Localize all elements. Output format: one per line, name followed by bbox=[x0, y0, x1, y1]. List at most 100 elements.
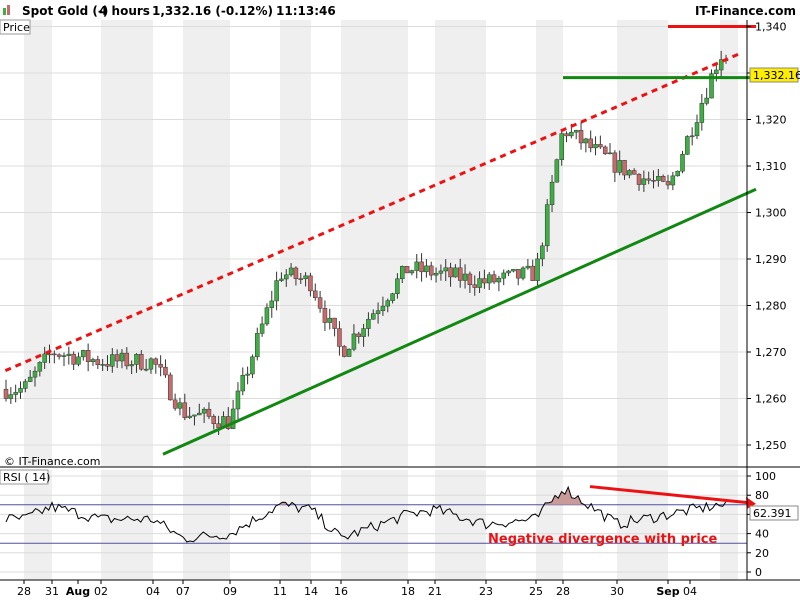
candle-body bbox=[462, 273, 468, 281]
candle-body bbox=[206, 408, 212, 417]
rsi-band bbox=[536, 470, 563, 580]
candle-body bbox=[656, 176, 661, 181]
candle-body bbox=[158, 364, 163, 368]
candle-body bbox=[631, 170, 637, 175]
last-rsi-text: 62.391 bbox=[753, 507, 792, 520]
candle-body bbox=[506, 270, 511, 274]
candle-body bbox=[559, 133, 564, 160]
candle-body bbox=[646, 178, 651, 181]
candle-body bbox=[404, 266, 410, 274]
candle-body bbox=[438, 270, 444, 274]
candle-body bbox=[119, 352, 125, 362]
candle-body bbox=[42, 353, 47, 363]
candle-body bbox=[197, 412, 202, 416]
price-tick-label: 1,310 bbox=[755, 160, 787, 173]
x-tick-label: 16 bbox=[334, 585, 348, 598]
candle-body bbox=[588, 138, 593, 149]
price-band bbox=[280, 20, 311, 467]
candle-body bbox=[598, 144, 603, 148]
price-tick-label: 1,270 bbox=[755, 346, 787, 359]
candle-body bbox=[370, 313, 376, 320]
candle-body bbox=[269, 300, 275, 308]
candle-body bbox=[134, 354, 139, 365]
candle-body bbox=[245, 373, 250, 376]
candle-body bbox=[346, 348, 352, 357]
candle-body bbox=[303, 275, 308, 280]
candle-body bbox=[264, 307, 270, 325]
candle-body bbox=[409, 270, 415, 274]
price-tick-label: 1,320 bbox=[755, 114, 787, 127]
candle-body bbox=[293, 267, 299, 279]
candle-body bbox=[554, 159, 560, 183]
candle-body bbox=[85, 350, 91, 363]
timeframe: 4 hours bbox=[99, 4, 150, 18]
candle-body bbox=[95, 359, 101, 365]
candle-body bbox=[143, 368, 149, 371]
candle-body bbox=[390, 293, 395, 301]
rsi-band bbox=[183, 470, 230, 580]
x-tick-label: 28 bbox=[17, 585, 31, 598]
candle-body bbox=[414, 261, 419, 271]
candle-body bbox=[544, 204, 550, 247]
candle-body bbox=[704, 97, 709, 104]
candle-body bbox=[477, 278, 482, 288]
price-band bbox=[720, 20, 738, 467]
candle-body bbox=[139, 354, 144, 370]
candle-body bbox=[428, 265, 434, 276]
rsi-band bbox=[24, 470, 52, 580]
candle-body bbox=[37, 362, 43, 372]
candle-body bbox=[105, 364, 110, 367]
candle-body bbox=[56, 354, 62, 357]
watermark: © IT-Finance.com bbox=[4, 455, 101, 468]
candle-body bbox=[685, 136, 690, 155]
rsi-band bbox=[341, 470, 408, 580]
candle-body bbox=[18, 388, 23, 393]
divergence-annotation: Negative divergence with price bbox=[488, 532, 717, 547]
candle-body bbox=[201, 408, 207, 414]
chart-logo-icon bbox=[3, 5, 13, 16]
x-tick-label: 30 bbox=[610, 585, 624, 598]
rsi-panel-label: RSI ( 14) bbox=[3, 471, 50, 484]
trendline-support-channel bbox=[162, 187, 757, 456]
candle-body bbox=[366, 318, 371, 329]
candle-body bbox=[288, 267, 294, 276]
candle-body bbox=[433, 272, 439, 276]
x-tick-label: 07 bbox=[176, 585, 190, 598]
candle-body bbox=[535, 258, 540, 281]
candle-body bbox=[230, 408, 236, 429]
divergence-arrow-shaft bbox=[589, 485, 751, 505]
logo-bars-icon bbox=[3, 5, 10, 15]
price-tick-label: 1,260 bbox=[755, 393, 787, 406]
candle-body bbox=[148, 358, 154, 370]
candle-body bbox=[612, 152, 618, 173]
candle-body bbox=[607, 152, 613, 155]
candle-body bbox=[380, 305, 386, 311]
price-band bbox=[341, 20, 408, 467]
x-tick-label: 14 bbox=[304, 585, 318, 598]
candle-body bbox=[491, 274, 497, 283]
candle-body bbox=[583, 138, 589, 144]
candle-body bbox=[709, 73, 714, 99]
candle-body bbox=[501, 272, 506, 279]
candlestick-series bbox=[3, 50, 729, 435]
candle-body bbox=[525, 265, 531, 269]
candle-body bbox=[8, 394, 14, 399]
candle-body bbox=[419, 261, 424, 273]
candle-body bbox=[540, 245, 545, 260]
brand-name: IT-Finance.com bbox=[694, 4, 796, 18]
candle-body bbox=[520, 267, 526, 279]
price-band bbox=[24, 20, 52, 467]
rsi-tick-label: 80 bbox=[755, 489, 769, 502]
candle-body bbox=[375, 310, 381, 314]
candle-body bbox=[670, 175, 676, 186]
x-tick-label: Aug bbox=[66, 585, 90, 598]
candle-body bbox=[3, 388, 9, 399]
price-band bbox=[435, 20, 486, 467]
chart-header: Spot Gold (-) 4 hours 1,332.16 (-0.12%) … bbox=[0, 0, 800, 20]
candle-body bbox=[356, 333, 362, 337]
candle-body bbox=[23, 381, 28, 389]
candle-body bbox=[211, 416, 217, 424]
candle-body bbox=[182, 402, 188, 418]
candle-body bbox=[153, 358, 159, 365]
